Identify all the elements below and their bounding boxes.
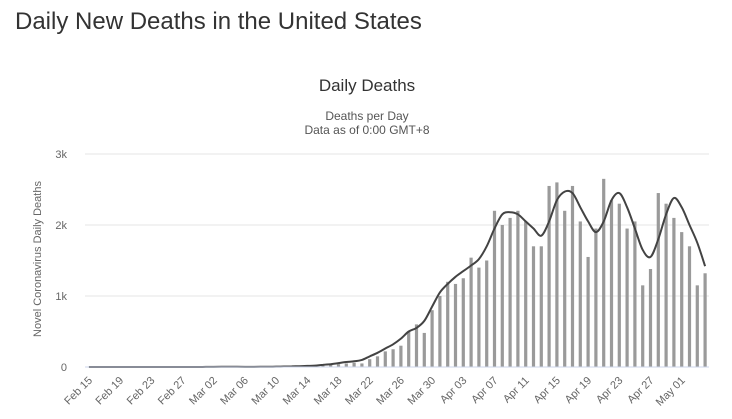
bar	[555, 182, 559, 367]
bar	[563, 210, 567, 367]
y-tick-label: 2k	[55, 220, 67, 232]
bar	[368, 359, 372, 367]
y-axis-ticks: 0 1k 2k 3k	[55, 149, 67, 374]
bar	[516, 210, 520, 367]
bar	[656, 193, 660, 367]
bar	[422, 332, 426, 367]
bar	[477, 267, 481, 367]
bar	[531, 246, 536, 367]
gridlines	[85, 153, 709, 297]
bar	[399, 345, 403, 367]
bar	[336, 364, 341, 367]
bar	[344, 363, 348, 367]
x-tick-label: Apr 27	[625, 375, 656, 406]
bar	[524, 221, 528, 367]
bar	[687, 246, 692, 367]
bar	[508, 217, 512, 367]
x-tick-label: Mar 26	[374, 375, 407, 408]
bar	[461, 278, 465, 367]
bar	[641, 285, 645, 367]
bar	[664, 203, 668, 367]
bar	[633, 221, 637, 367]
bar	[430, 310, 434, 367]
bar	[695, 285, 699, 367]
page-heading: Daily New Deaths in the United States	[15, 8, 422, 35]
bar	[500, 225, 504, 367]
bar	[321, 365, 325, 367]
bar	[594, 228, 598, 367]
x-tick-label: May 01	[654, 375, 688, 409]
x-tick-label: Mar 14	[281, 375, 314, 408]
bar	[383, 351, 387, 367]
x-tick-label: Mar 30	[406, 375, 439, 408]
x-tick-label: Apr 07	[469, 375, 500, 406]
bar	[680, 232, 684, 367]
bar	[586, 256, 590, 367]
bar	[446, 281, 450, 367]
bar	[547, 185, 551, 367]
y-tick-label: 1k	[55, 291, 67, 303]
bar	[539, 246, 543, 367]
x-tick-label: Mar 22	[343, 375, 376, 408]
bar	[648, 269, 653, 367]
bar	[672, 217, 676, 367]
bar	[469, 257, 473, 367]
x-tick-label: Apr 23	[594, 375, 625, 406]
x-tick-label: Feb 27	[156, 375, 189, 408]
chart-subtitle-line-1: Deaths per Day	[325, 109, 408, 123]
x-tick-label: Apr 15	[532, 375, 563, 406]
y-tick-label: 3k	[55, 149, 67, 161]
bar	[360, 363, 364, 367]
x-tick-label: Mar 02	[187, 375, 220, 408]
bar	[391, 349, 395, 367]
x-tick-label: Mar 06	[218, 375, 251, 408]
bar	[375, 356, 380, 367]
chart-subtitle-line-2: Data as of 0:00 GMT+8	[304, 123, 429, 137]
bar	[485, 260, 489, 367]
x-tick-label: Apr 03	[438, 375, 469, 406]
x-tick-label: Mar 10	[250, 375, 283, 408]
bar	[602, 178, 606, 367]
bar	[453, 283, 458, 367]
x-tick-label: Feb 23	[125, 375, 158, 408]
bar	[492, 210, 497, 367]
chart-title: Daily Deaths	[319, 76, 415, 95]
bar	[407, 331, 411, 367]
bar	[703, 273, 707, 367]
bar	[625, 228, 629, 367]
x-tick-label: Apr 11	[501, 375, 532, 406]
y-tick-label: 0	[61, 362, 67, 374]
x-tick-label: Mar 18	[312, 375, 345, 408]
bar	[617, 203, 621, 367]
bar	[329, 364, 333, 367]
bar	[570, 185, 575, 367]
bar	[578, 221, 582, 367]
bar	[438, 296, 442, 367]
y-axis-title: Novel Coronavirus Daily Deaths	[32, 181, 44, 337]
bar	[352, 362, 356, 367]
x-tick-label: Feb 15	[62, 375, 95, 408]
bars	[196, 178, 707, 367]
x-tick-label: Apr 19	[563, 375, 594, 406]
x-tick-label: Feb 19	[94, 375, 127, 408]
bar	[414, 324, 419, 367]
bar	[609, 200, 614, 367]
